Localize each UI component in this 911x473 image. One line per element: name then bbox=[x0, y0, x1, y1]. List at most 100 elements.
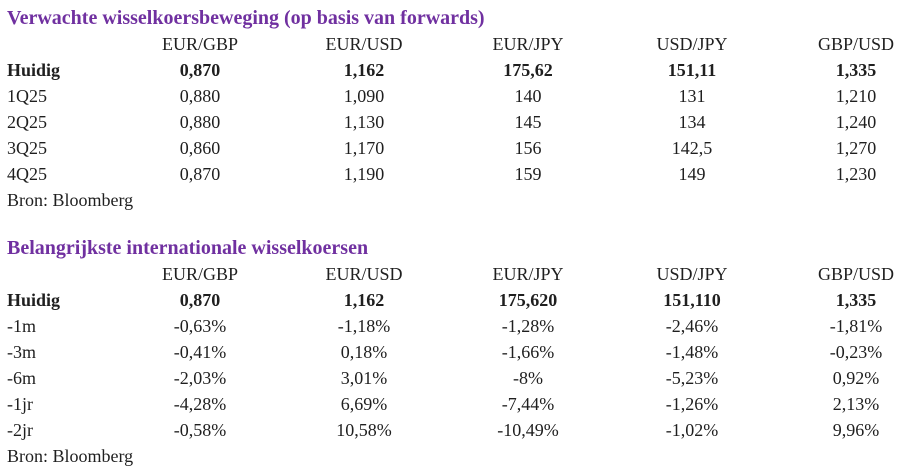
section-title: Belangrijkste internationale wisselkoers… bbox=[7, 237, 369, 259]
row-label: -1m bbox=[7, 316, 36, 336]
fx-rates-table: EUR/GBP EUR/USD EUR/JPY USD/JPY GBP/USD Huidi… bbox=[0, 31, 911, 187]
corner-cell bbox=[0, 261, 118, 287]
rate-value-cell: 0,870 bbox=[179, 290, 221, 310]
rate-value-cell: 175,62 bbox=[503, 60, 553, 80]
source-attribution: Bron: Bloomberg bbox=[7, 190, 134, 210]
column-header: EUR/JPY bbox=[492, 34, 564, 54]
column-header: EUR/USD bbox=[325, 264, 403, 284]
rate-value-cell: 131 bbox=[678, 86, 706, 106]
rate-value-cell: 6,69% bbox=[340, 394, 388, 414]
column-header: GBP/USD bbox=[817, 34, 895, 54]
row-label: -2jr bbox=[7, 420, 33, 440]
rate-value-cell: -2,03% bbox=[173, 368, 227, 388]
rate-value-cell: 0,880 bbox=[179, 112, 221, 132]
rate-value-cell: 0,870 bbox=[179, 60, 221, 80]
rate-value-cell: 1,170 bbox=[343, 138, 385, 158]
column-header: EUR/GBP bbox=[161, 34, 239, 54]
row-label: -3m bbox=[7, 342, 36, 362]
rate-value-cell: 10,58% bbox=[336, 420, 392, 440]
rate-value-cell: 1,130 bbox=[343, 112, 385, 132]
rate-value-cell: -0,58% bbox=[173, 420, 227, 440]
rate-value-cell: 9,96% bbox=[832, 420, 880, 440]
row-label: 3Q25 bbox=[7, 138, 47, 158]
table-row: -6m -2,03% 3,01% -8% -5,23% 0,92% bbox=[0, 365, 911, 391]
rate-value-cell: 1,162 bbox=[343, 290, 385, 310]
rate-value-cell: 156 bbox=[514, 138, 542, 158]
row-label: 1Q25 bbox=[7, 86, 47, 106]
rate-value-cell: 1,335 bbox=[835, 290, 877, 310]
rate-value-cell: 1,190 bbox=[343, 164, 385, 184]
rate-value-cell: -1,28% bbox=[501, 316, 555, 336]
rate-value-cell: 1,270 bbox=[835, 138, 877, 158]
rate-value-cell: 149 bbox=[678, 164, 706, 184]
row-label: Huidig bbox=[7, 290, 61, 310]
column-header: EUR/USD bbox=[325, 34, 403, 54]
column-header-row: EUR/GBP EUR/USD EUR/JPY USD/JPY GBP/USD bbox=[0, 31, 911, 57]
rate-value-cell: -7,44% bbox=[501, 394, 555, 414]
rate-value-cell: 1,090 bbox=[343, 86, 385, 106]
rate-value-cell: 142,5 bbox=[671, 138, 713, 158]
rate-value-cell: 151,11 bbox=[667, 60, 717, 80]
rate-value-cell: 0,18% bbox=[340, 342, 388, 362]
rate-value-cell: -8% bbox=[513, 368, 543, 388]
fx-table-section: Belangrijkste internationale wisselkoers… bbox=[0, 235, 911, 469]
rate-value-cell: -1,81% bbox=[829, 316, 883, 336]
table-row: Huidig 0,870 1,162 175,620 151,110 1,335 bbox=[0, 287, 911, 313]
row-label: 2Q25 bbox=[7, 112, 47, 132]
rate-value-cell: -1,48% bbox=[665, 342, 719, 362]
table-row: 1Q25 0,880 1,090 140 131 1,210 bbox=[0, 83, 911, 109]
row-label: Huidig bbox=[7, 60, 61, 80]
rate-value-cell: -1,66% bbox=[501, 342, 555, 362]
rate-value-cell: 0,92% bbox=[832, 368, 880, 388]
table-row: 2Q25 0,880 1,130 145 134 1,240 bbox=[0, 109, 911, 135]
column-header: EUR/JPY bbox=[492, 264, 564, 284]
table-row: Huidig 0,870 1,162 175,62 151,11 1,335 bbox=[0, 57, 911, 83]
row-label: -1jr bbox=[7, 394, 33, 414]
rate-value-cell: -1,26% bbox=[665, 394, 719, 414]
rate-value-cell: -1,02% bbox=[665, 420, 719, 440]
rate-value-cell: 1,240 bbox=[835, 112, 877, 132]
source-attribution: Bron: Bloomberg bbox=[7, 446, 134, 466]
table-row: -1jr -4,28% 6,69% -7,44% -1,26% 2,13% bbox=[0, 391, 911, 417]
rate-value-cell: 1,162 bbox=[343, 60, 385, 80]
rate-value-cell: 145 bbox=[514, 112, 542, 132]
rate-value-cell: 151,110 bbox=[663, 290, 721, 310]
rate-value-cell: -4,28% bbox=[173, 394, 227, 414]
table-row: 4Q25 0,870 1,190 159 149 1,230 bbox=[0, 161, 911, 187]
table-row: -1m -0,63% -1,18% -1,28% -2,46% -1,81% bbox=[0, 313, 911, 339]
rate-value-cell: -0,23% bbox=[829, 342, 883, 362]
column-header: USD/JPY bbox=[656, 34, 728, 54]
table-row: -2jr -0,58% 10,58% -10,49% -1,02% 9,96% bbox=[0, 417, 911, 443]
rate-value-cell: 159 bbox=[514, 164, 542, 184]
row-label: -6m bbox=[7, 368, 36, 388]
column-header: GBP/USD bbox=[817, 264, 895, 284]
rate-value-cell: -10,49% bbox=[497, 420, 559, 440]
rate-value-cell: 134 bbox=[678, 112, 706, 132]
column-header: EUR/GBP bbox=[161, 264, 239, 284]
fx-table-section: Verwachte wisselkoersbeweging (op basis … bbox=[0, 5, 911, 213]
rate-value-cell: -5,23% bbox=[665, 368, 719, 388]
rate-value-cell: -2,46% bbox=[665, 316, 719, 336]
rate-value-cell: 2,13% bbox=[832, 394, 880, 414]
column-header-row: EUR/GBP EUR/USD EUR/JPY USD/JPY GBP/USD bbox=[0, 261, 911, 287]
rate-value-cell: 3,01% bbox=[340, 368, 388, 388]
rate-value-cell: 1,210 bbox=[835, 86, 877, 106]
rate-value-cell: 175,620 bbox=[498, 290, 558, 310]
rate-value-cell: -1,18% bbox=[337, 316, 391, 336]
rate-value-cell: 0,870 bbox=[179, 164, 221, 184]
rate-value-cell: 140 bbox=[514, 86, 542, 106]
table-row: -3m -0,41% 0,18% -1,66% -1,48% -0,23% bbox=[0, 339, 911, 365]
rate-value-cell: 1,335 bbox=[835, 60, 877, 80]
rate-value-cell: 1,230 bbox=[835, 164, 877, 184]
column-header: USD/JPY bbox=[656, 264, 728, 284]
rate-value-cell: -0,63% bbox=[173, 316, 227, 336]
table-row: 3Q25 0,860 1,170 156 142,5 1,270 bbox=[0, 135, 911, 161]
rate-value-cell: 0,880 bbox=[179, 86, 221, 106]
fx-rates-table: EUR/GBP EUR/USD EUR/JPY USD/JPY GBP/USD Huidi… bbox=[0, 261, 911, 443]
section-title: Verwachte wisselkoersbeweging (op basis … bbox=[7, 7, 485, 29]
corner-cell bbox=[0, 31, 118, 57]
rate-value-cell: 0,860 bbox=[179, 138, 221, 158]
row-label: 4Q25 bbox=[7, 164, 47, 184]
rate-value-cell: -0,41% bbox=[173, 342, 227, 362]
